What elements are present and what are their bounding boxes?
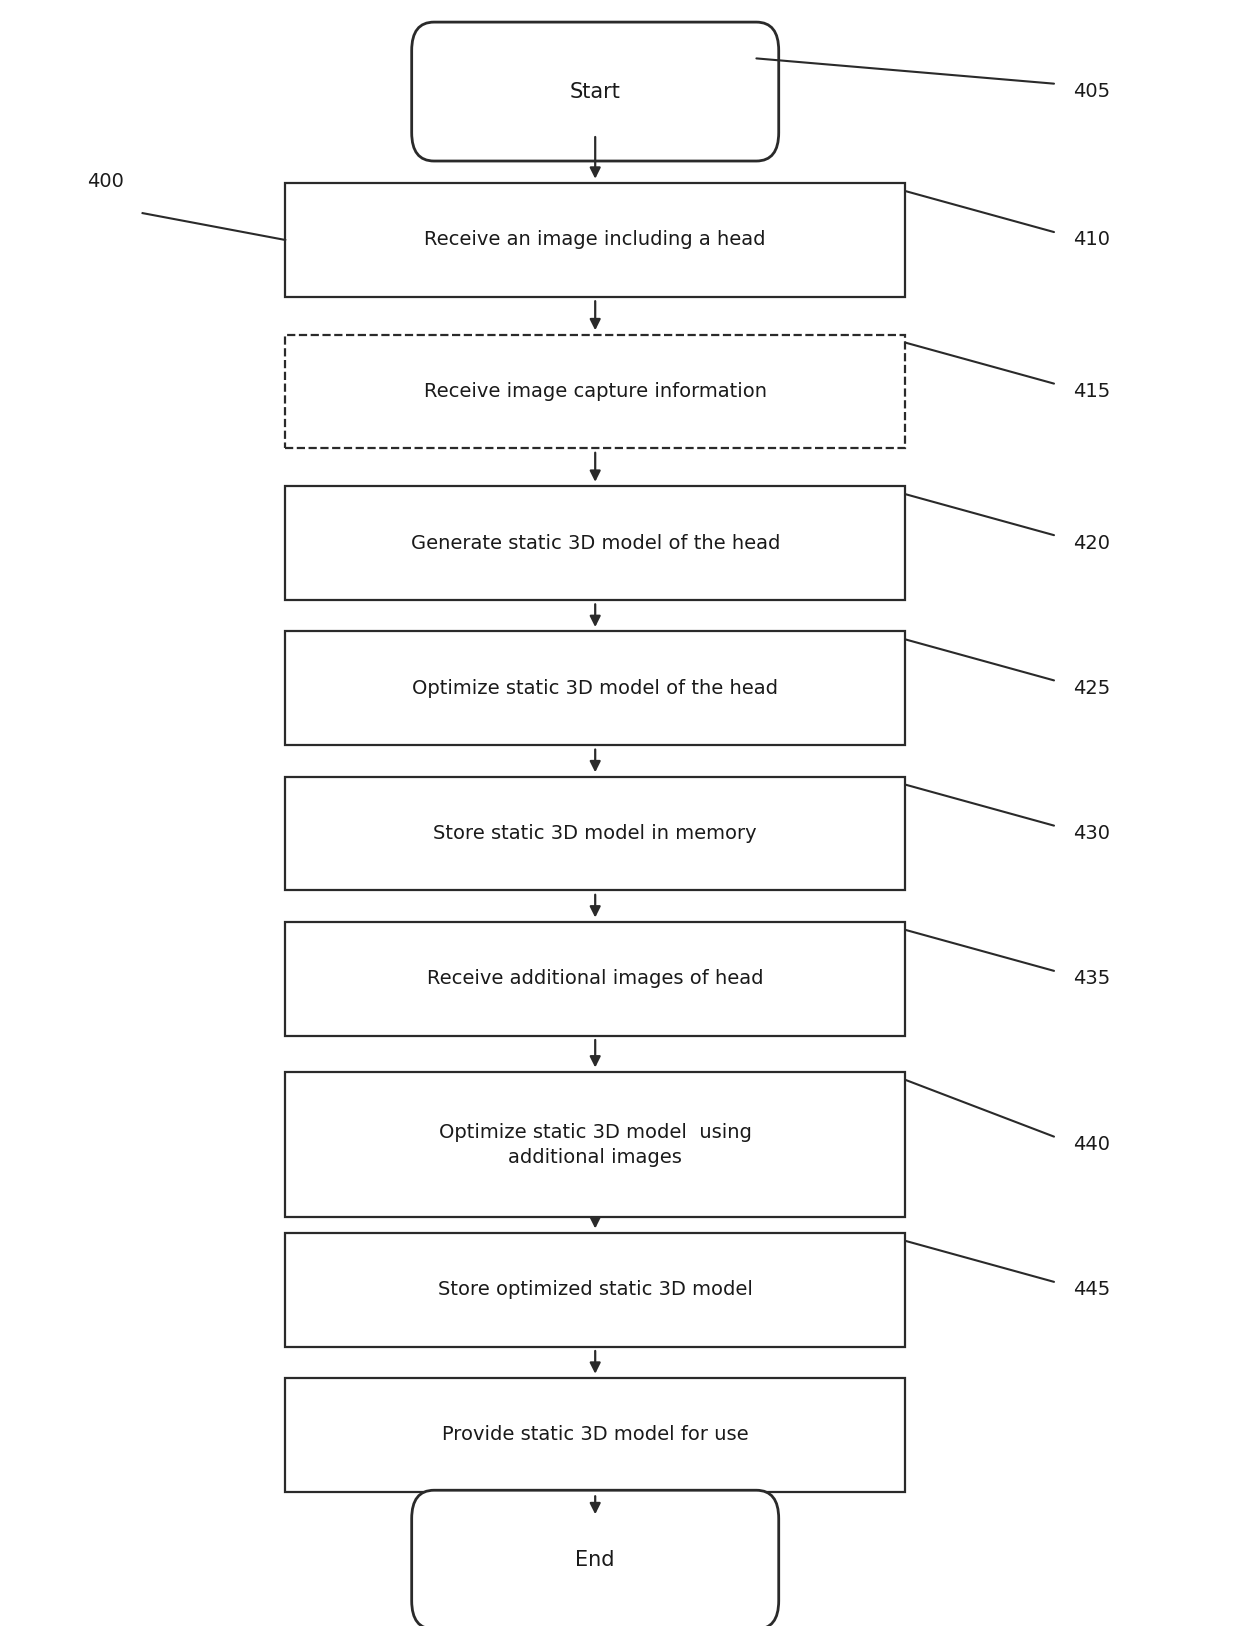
Text: Store static 3D model in memory: Store static 3D model in memory xyxy=(434,824,756,842)
FancyBboxPatch shape xyxy=(285,1233,905,1346)
Text: Store optimized static 3D model: Store optimized static 3D model xyxy=(438,1280,753,1299)
Text: 440: 440 xyxy=(1073,1135,1110,1154)
FancyBboxPatch shape xyxy=(285,922,905,1036)
FancyBboxPatch shape xyxy=(285,631,905,745)
Text: 410: 410 xyxy=(1073,231,1110,249)
Text: Optimize static 3D model of the head: Optimize static 3D model of the head xyxy=(412,678,779,698)
FancyBboxPatch shape xyxy=(412,1491,779,1626)
FancyBboxPatch shape xyxy=(412,23,779,161)
Text: End: End xyxy=(575,1550,615,1569)
Text: 420: 420 xyxy=(1073,533,1110,553)
FancyBboxPatch shape xyxy=(285,335,905,449)
Text: Optimize static 3D model  using
additional images: Optimize static 3D model using additiona… xyxy=(439,1122,751,1166)
Text: 435: 435 xyxy=(1073,969,1110,989)
Text: 430: 430 xyxy=(1073,824,1110,842)
Text: Receive an image including a head: Receive an image including a head xyxy=(424,231,766,249)
Text: 445: 445 xyxy=(1073,1280,1110,1299)
Text: Start: Start xyxy=(569,81,621,101)
Text: 405: 405 xyxy=(1073,81,1110,101)
Text: Receive image capture information: Receive image capture information xyxy=(424,382,766,402)
Text: Generate static 3D model of the head: Generate static 3D model of the head xyxy=(410,533,780,553)
Text: Receive additional images of head: Receive additional images of head xyxy=(427,969,764,989)
Text: 415: 415 xyxy=(1073,382,1110,402)
FancyBboxPatch shape xyxy=(285,777,905,891)
FancyBboxPatch shape xyxy=(285,1072,905,1218)
Text: 400: 400 xyxy=(87,172,124,190)
FancyBboxPatch shape xyxy=(285,1379,905,1491)
FancyBboxPatch shape xyxy=(285,184,905,298)
Text: Provide static 3D model for use: Provide static 3D model for use xyxy=(441,1426,749,1444)
Text: 425: 425 xyxy=(1073,678,1110,698)
FancyBboxPatch shape xyxy=(285,486,905,600)
